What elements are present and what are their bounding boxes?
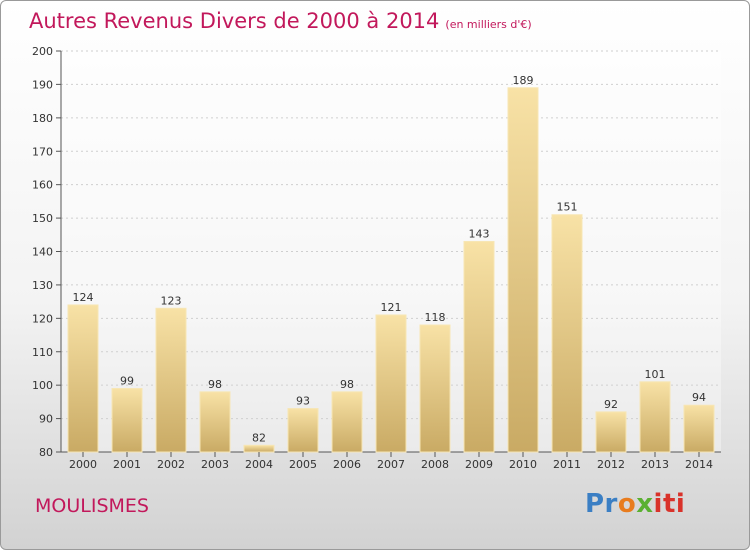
bar-2013 [639,381,671,453]
bar-2007 [375,314,407,453]
y-tick-label: 120 [32,312,53,325]
bar-value-label: 189 [513,74,534,87]
x-tick-label: 2012 [597,458,625,471]
bar-value-label: 124 [73,291,94,304]
bar-value-label: 151 [557,201,578,214]
bar-value-label: 99 [120,375,134,388]
bar-value-label: 92 [604,398,618,411]
x-tick-label: 2006 [333,458,361,471]
bar-2001 [111,388,143,453]
logo-part-3: x [636,489,654,519]
bar-value-label: 98 [208,378,222,391]
bar-value-label: 143 [469,227,490,240]
y-tick-label: 130 [32,279,53,292]
y-tick-label: 160 [32,179,53,192]
x-tick-label: 2002 [157,458,185,471]
y-tick-label: 110 [32,346,53,359]
bar-2008 [419,324,451,453]
x-tick-label: 2011 [553,458,581,471]
y-tick-label: 90 [39,413,53,426]
bar-2012 [595,411,627,453]
x-tick-label: 2009 [465,458,493,471]
y-tick-label: 190 [32,78,53,91]
location-label: MOULISMES [35,495,149,517]
y-tick-label: 100 [32,379,53,392]
x-tick-label: 2000 [69,458,97,471]
proxiti-logo: Proxiti [585,489,685,519]
y-tick-label: 80 [39,446,53,459]
bar-2005 [287,408,319,453]
x-tick-label: 2007 [377,458,405,471]
x-tick-label: 2001 [113,458,141,471]
chart-title-block: Autres Revenus Divers de 2000 à 2014 (en … [29,9,532,33]
bar-2006 [331,391,363,453]
bar-value-label: 98 [340,378,354,391]
bar-value-label: 118 [425,311,446,324]
x-tick-label: 2008 [421,458,449,471]
bar-value-label: 121 [381,301,402,314]
y-tick-label: 150 [32,212,53,225]
x-tick-label: 2003 [201,458,229,471]
y-tick-label: 170 [32,145,53,158]
logo-part-4: iti [653,489,686,519]
bar-value-label: 93 [296,395,310,408]
bar-2014 [683,404,715,453]
logo-part-1: Pr [585,489,618,519]
bar-2002 [155,307,187,453]
chart-subtitle: (en milliers d'€) [445,18,532,31]
x-tick-label: 2013 [641,458,669,471]
y-tick-label: 200 [32,45,53,58]
logo-part-2: o [617,489,637,519]
bar-value-label: 94 [692,391,706,404]
x-tick-label: 2014 [685,458,713,471]
x-tick-label: 2010 [509,458,537,471]
y-tick-label: 140 [32,246,53,259]
bar-2010 [507,87,539,453]
bar-2003 [199,391,231,453]
x-tick-label: 2005 [289,458,317,471]
y-tick-label: 180 [32,112,53,125]
bar-2000 [67,304,99,453]
bar-value-label: 123 [161,294,182,307]
bar-value-label: 82 [252,431,266,444]
bar-2011 [551,214,583,453]
bar-2009 [463,240,495,453]
bar-2004 [243,444,275,453]
bar-value-label: 101 [645,368,666,381]
x-tick-label: 2004 [245,458,273,471]
chart-title: Autres Revenus Divers de 2000 à 2014 [29,9,440,33]
